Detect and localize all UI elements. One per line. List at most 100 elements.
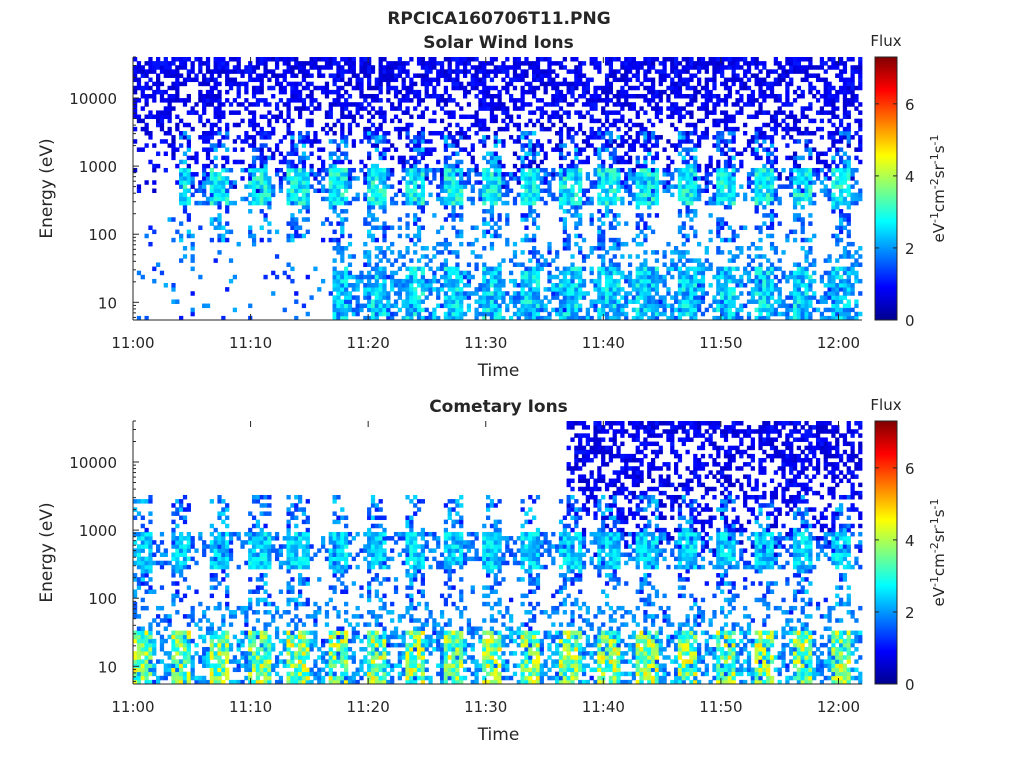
flux-cell: [198, 188, 203, 194]
flux-cell: [232, 147, 237, 152]
flux-cell: [148, 77, 153, 83]
flux-cell: [133, 77, 138, 83]
flux-cell: [650, 85, 656, 91]
flux-cell: [159, 122, 165, 128]
flux-cell: [363, 126, 368, 132]
flux-cell: [754, 81, 759, 87]
flux-cell: [255, 57, 261, 62]
flux-cell: [731, 299, 736, 304]
flux-cell: [662, 299, 667, 304]
flux-cell: [374, 303, 379, 309]
flux-cell: [532, 274, 537, 280]
flux-cell: [654, 250, 660, 255]
flux-cell: [754, 98, 759, 103]
flux-cell: [547, 188, 552, 194]
flux-cell: [739, 278, 744, 284]
flux-cell: [397, 266, 402, 272]
flux-cell: [704, 163, 709, 169]
flux-cell: [493, 274, 498, 280]
flux-cell: [351, 143, 356, 148]
flux-cell: [570, 81, 575, 87]
flux-cell: [731, 315, 736, 321]
flux-cell: [420, 274, 425, 280]
flux-cell: [627, 274, 633, 280]
flux-cell: [294, 151, 299, 157]
flux-cell: [746, 114, 752, 120]
flux-cell: [666, 184, 671, 189]
flux-cell: [478, 139, 483, 144]
flux-cell: [643, 77, 648, 83]
flux-cell: [574, 176, 579, 181]
flux-cell: [397, 69, 402, 74]
flux-cell: [359, 57, 364, 62]
flux-cell: [317, 85, 322, 91]
flux-cell: [631, 176, 637, 181]
flux-cell: [693, 209, 698, 214]
flux-cell: [355, 81, 360, 87]
flux-cell: [566, 283, 571, 288]
flux-cell: [378, 299, 383, 304]
flux-cell: [766, 192, 771, 198]
flux-cell: [324, 130, 330, 136]
flux-cell: [608, 299, 614, 304]
flux-cell: [532, 93, 537, 99]
flux-cell: [152, 93, 157, 99]
flux-cell: [612, 254, 617, 259]
flux-cell: [321, 163, 326, 169]
flux-cell: [466, 176, 472, 181]
flux-cell: [754, 167, 759, 173]
flux-cell: [647, 299, 652, 304]
flux-cell: [493, 155, 498, 161]
flux-cell: [627, 143, 633, 148]
flux-cell: [631, 85, 637, 91]
flux-cell: [259, 130, 264, 136]
flux-cell: [516, 167, 521, 173]
flux-cell: [367, 200, 372, 206]
flux-cell: [140, 106, 145, 111]
flux-cell: [439, 130, 445, 136]
flux-cell: [332, 204, 337, 210]
flux-cell: [505, 184, 510, 189]
flux-cell: [547, 270, 552, 276]
flux-cell: [144, 233, 149, 239]
flux-cell: [658, 278, 663, 284]
flux-cell: [704, 266, 709, 272]
flux-cell: [301, 159, 307, 165]
flux-cell: [604, 291, 610, 296]
flux-cell: [558, 65, 564, 70]
flux-cell: [512, 241, 518, 247]
flux-cell: [654, 196, 660, 202]
flux-cell: [309, 98, 314, 103]
flux-cell: [432, 307, 437, 313]
flux-cell: [704, 176, 709, 181]
flux-cell: [244, 98, 249, 103]
flux-cell: [439, 250, 445, 255]
flux-cell: [209, 200, 214, 206]
flux-cell: [566, 172, 571, 177]
flux-cell: [340, 246, 345, 251]
flux-cell: [397, 287, 402, 292]
flux-cell: [251, 102, 257, 107]
flux-cell: [336, 188, 341, 194]
flux-cell: [340, 65, 345, 70]
flux-cell: [202, 139, 207, 144]
flux-cell: [382, 307, 387, 313]
flux-cell: [217, 114, 222, 120]
flux-cell: [708, 98, 713, 103]
flux-cell: [551, 295, 556, 300]
flux-cell: [286, 163, 291, 169]
flux-cell: [758, 184, 763, 189]
flux-cell: [409, 237, 414, 243]
flux-cell: [562, 287, 567, 292]
flux-cell: [673, 73, 679, 78]
flux-cell: [259, 180, 264, 185]
flux-cell: [232, 65, 237, 70]
flux-cell: [689, 155, 694, 161]
flux-cell: [766, 188, 771, 194]
flux-cell: [639, 217, 644, 222]
flux-cell: [578, 221, 583, 226]
flux-cell: [340, 200, 345, 206]
flux-cell: [762, 77, 767, 83]
flux-cell: [493, 283, 498, 288]
flux-cell: [225, 204, 230, 210]
